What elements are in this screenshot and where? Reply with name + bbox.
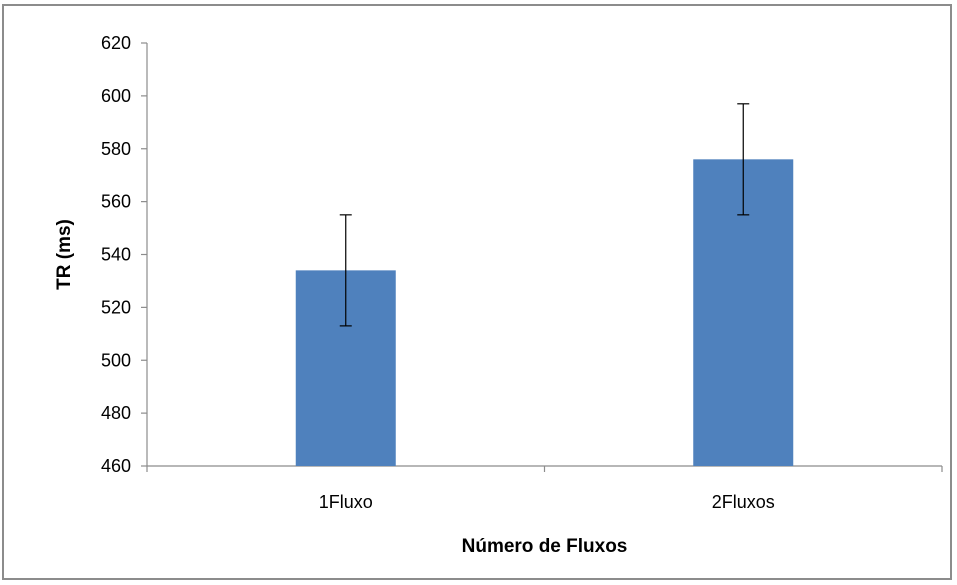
x-tick-label: 1Fluxo [319,492,373,512]
bars [295,159,794,466]
x-axis: 1Fluxo 2Fluxos [146,465,943,512]
x-tick-label: 2Fluxos [712,492,775,512]
y-tick-label: 500 [101,350,131,370]
y-axis-title: TR (ms) [54,219,75,290]
y-tick-label: 460 [101,456,131,476]
x-axis-title: Número de Fluxos [462,536,628,557]
error-bar-1fluxo [339,214,352,327]
y-tick-label: 580 [101,139,131,159]
y-tick-label: 560 [101,192,131,212]
error-bar-2fluxos [737,103,750,216]
y-tick-label: 480 [101,403,131,423]
y-tick-label: 520 [101,297,131,317]
y-tick-label: 540 [101,245,131,265]
y-axis: 460 480 500 520 540 560 580 600 620 [101,33,148,476]
error-bars [339,103,750,327]
y-tick-label: 600 [101,86,131,106]
y-tick-label: 620 [101,33,131,53]
chart-frame [2,4,952,580]
